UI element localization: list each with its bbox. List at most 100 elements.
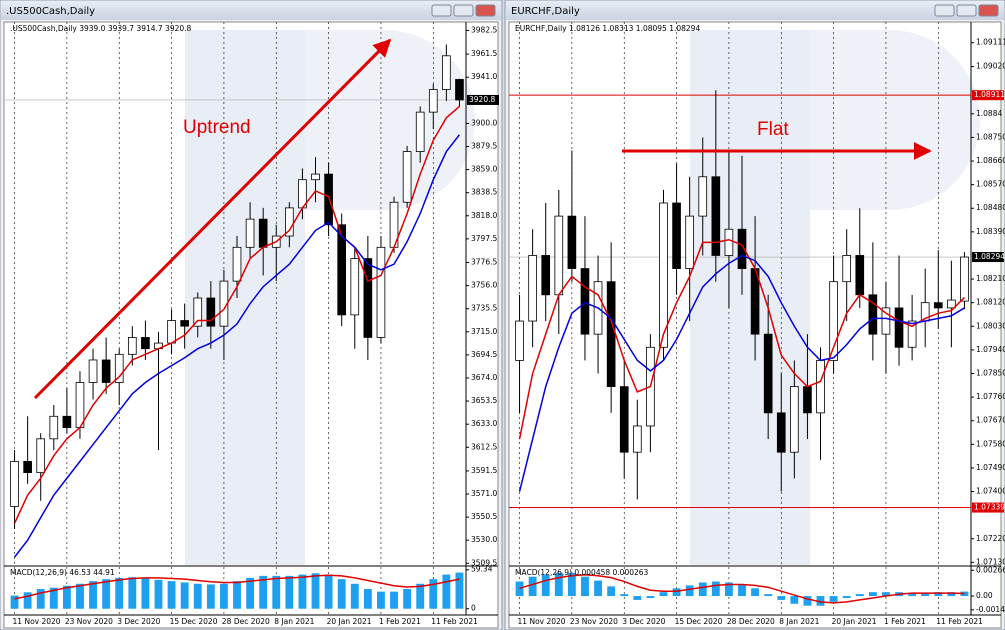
macd-bar bbox=[515, 581, 524, 597]
y-tick-label: 1.07580 bbox=[976, 439, 1005, 448]
macd-bar bbox=[377, 591, 385, 609]
y-tick-label: 59.34 bbox=[471, 565, 493, 574]
annotation: Uptrend bbox=[183, 117, 251, 138]
y-tick-label: 1.07670 bbox=[976, 416, 1005, 425]
y-tick-label: 3633.0 bbox=[471, 419, 497, 428]
candle-body bbox=[455, 79, 464, 101]
candle-body bbox=[829, 281, 838, 361]
maximize-button[interactable] bbox=[453, 4, 474, 17]
candle-body bbox=[193, 297, 203, 327]
macd-bar bbox=[363, 589, 372, 609]
candle-body bbox=[337, 224, 347, 316]
macd-bar bbox=[934, 592, 943, 597]
candle-body bbox=[62, 415, 72, 428]
macd-bar bbox=[167, 581, 176, 609]
y-tick-label: 1.07760 bbox=[976, 392, 1005, 401]
candle-body bbox=[232, 246, 242, 282]
x-tick-label: 20 Jan 2021 bbox=[832, 617, 877, 626]
macd-bar bbox=[36, 589, 45, 609]
candle-body bbox=[114, 353, 124, 383]
x-tick-label: 11 Nov 2020 bbox=[13, 617, 61, 626]
title-bar bbox=[1, 1, 501, 20]
y-tick-label: 3941.0 bbox=[471, 72, 497, 81]
y-tick-label: 1.08120 bbox=[976, 298, 1005, 307]
candle-body bbox=[350, 258, 360, 316]
macd-bar bbox=[594, 580, 602, 597]
macd-bar bbox=[272, 575, 281, 609]
y-tick-label: 1.0884 bbox=[976, 109, 1002, 118]
macd-bar bbox=[620, 594, 629, 597]
candle-body bbox=[324, 173, 333, 226]
candle-body bbox=[88, 359, 98, 383]
y-tick-label: 1.07940 bbox=[976, 345, 1005, 354]
y-tick-label: 1.09020 bbox=[976, 62, 1005, 71]
macd-bar bbox=[455, 572, 464, 609]
candle-body bbox=[363, 258, 373, 338]
macd-bar bbox=[672, 588, 681, 597]
y-tick-label: 3818.0 bbox=[471, 211, 497, 220]
y-tick-label: 3961.5 bbox=[471, 49, 497, 58]
macd-bar bbox=[49, 587, 58, 609]
candle-body bbox=[790, 386, 799, 453]
candle-body bbox=[868, 294, 878, 335]
macd-bar bbox=[790, 596, 799, 604]
maximize-button[interactable] bbox=[956, 4, 977, 17]
y-tick-label: 1.07130 bbox=[976, 557, 1005, 566]
watermark bbox=[185, 30, 305, 565]
close-button[interactable] bbox=[978, 4, 999, 17]
info-label: .US500Cash,Daily 3939.0 3939.7 3914.7 39… bbox=[10, 24, 192, 33]
x-tick-label: 20 Jan 2021 bbox=[327, 617, 372, 626]
x-tick-label: 11 Feb 2021 bbox=[936, 617, 983, 626]
macd-bar bbox=[298, 574, 307, 609]
y-tick-label: 0 bbox=[471, 604, 476, 613]
candle-body bbox=[737, 228, 747, 269]
macd-bar bbox=[960, 591, 969, 597]
candle-body bbox=[698, 176, 708, 217]
macd-bar bbox=[921, 593, 930, 597]
y-tick-label: 1.08570 bbox=[976, 180, 1005, 189]
macd-bar bbox=[233, 581, 241, 609]
candle-body bbox=[672, 202, 681, 269]
candle-body bbox=[580, 268, 590, 335]
candle-body bbox=[933, 302, 943, 309]
macd-bar bbox=[76, 583, 84, 609]
candle-body bbox=[245, 218, 255, 248]
candle-body bbox=[127, 337, 137, 355]
watermark bbox=[810, 30, 980, 210]
macd-bar bbox=[206, 584, 215, 609]
macd-bar bbox=[855, 594, 864, 597]
candle-body bbox=[554, 215, 564, 296]
close-button[interactable] bbox=[475, 4, 496, 17]
minimize-button[interactable] bbox=[934, 4, 955, 17]
macd-bar bbox=[829, 596, 838, 602]
candle-body bbox=[206, 297, 216, 327]
x-tick-label: 23 Nov 2020 bbox=[570, 617, 618, 626]
macd-label: MACD(12,26,9) 0.000458 0.000263 bbox=[515, 568, 649, 577]
candle-body bbox=[258, 218, 268, 248]
macd-bar bbox=[908, 593, 917, 597]
y-tick-label: 3509.5 bbox=[471, 558, 497, 567]
y-tick-label: 3859.0 bbox=[471, 165, 497, 174]
macd-bar bbox=[659, 592, 668, 597]
y-tick-label: 3982.5 bbox=[471, 25, 497, 34]
macd-signal bbox=[519, 574, 965, 604]
macd-bar bbox=[698, 582, 707, 597]
macd-label: MACD(12,26,9) 46.53 44.91 bbox=[10, 568, 115, 577]
x-tick-label: 28 Dec 2020 bbox=[222, 617, 270, 626]
price-tag bbox=[467, 94, 499, 105]
x-tick-label: 3 Dec 2020 bbox=[117, 617, 160, 626]
macd-bar bbox=[882, 592, 890, 597]
candle-body bbox=[49, 415, 59, 440]
candle-body bbox=[659, 202, 668, 348]
minimize-button[interactable] bbox=[431, 4, 452, 17]
macd-bar bbox=[442, 574, 451, 609]
candle-body bbox=[947, 299, 956, 309]
y-tick-label: 1.08030 bbox=[976, 321, 1005, 330]
y-tick-label: 1.08480 bbox=[976, 203, 1005, 212]
x-tick-label: 8 Jan 2021 bbox=[274, 617, 314, 626]
annotation: Flat bbox=[757, 119, 789, 140]
x-tick-label: 15 Dec 2020 bbox=[675, 617, 723, 626]
candle-body bbox=[75, 382, 85, 428]
y-tick-label: 3591.5 bbox=[471, 466, 497, 475]
